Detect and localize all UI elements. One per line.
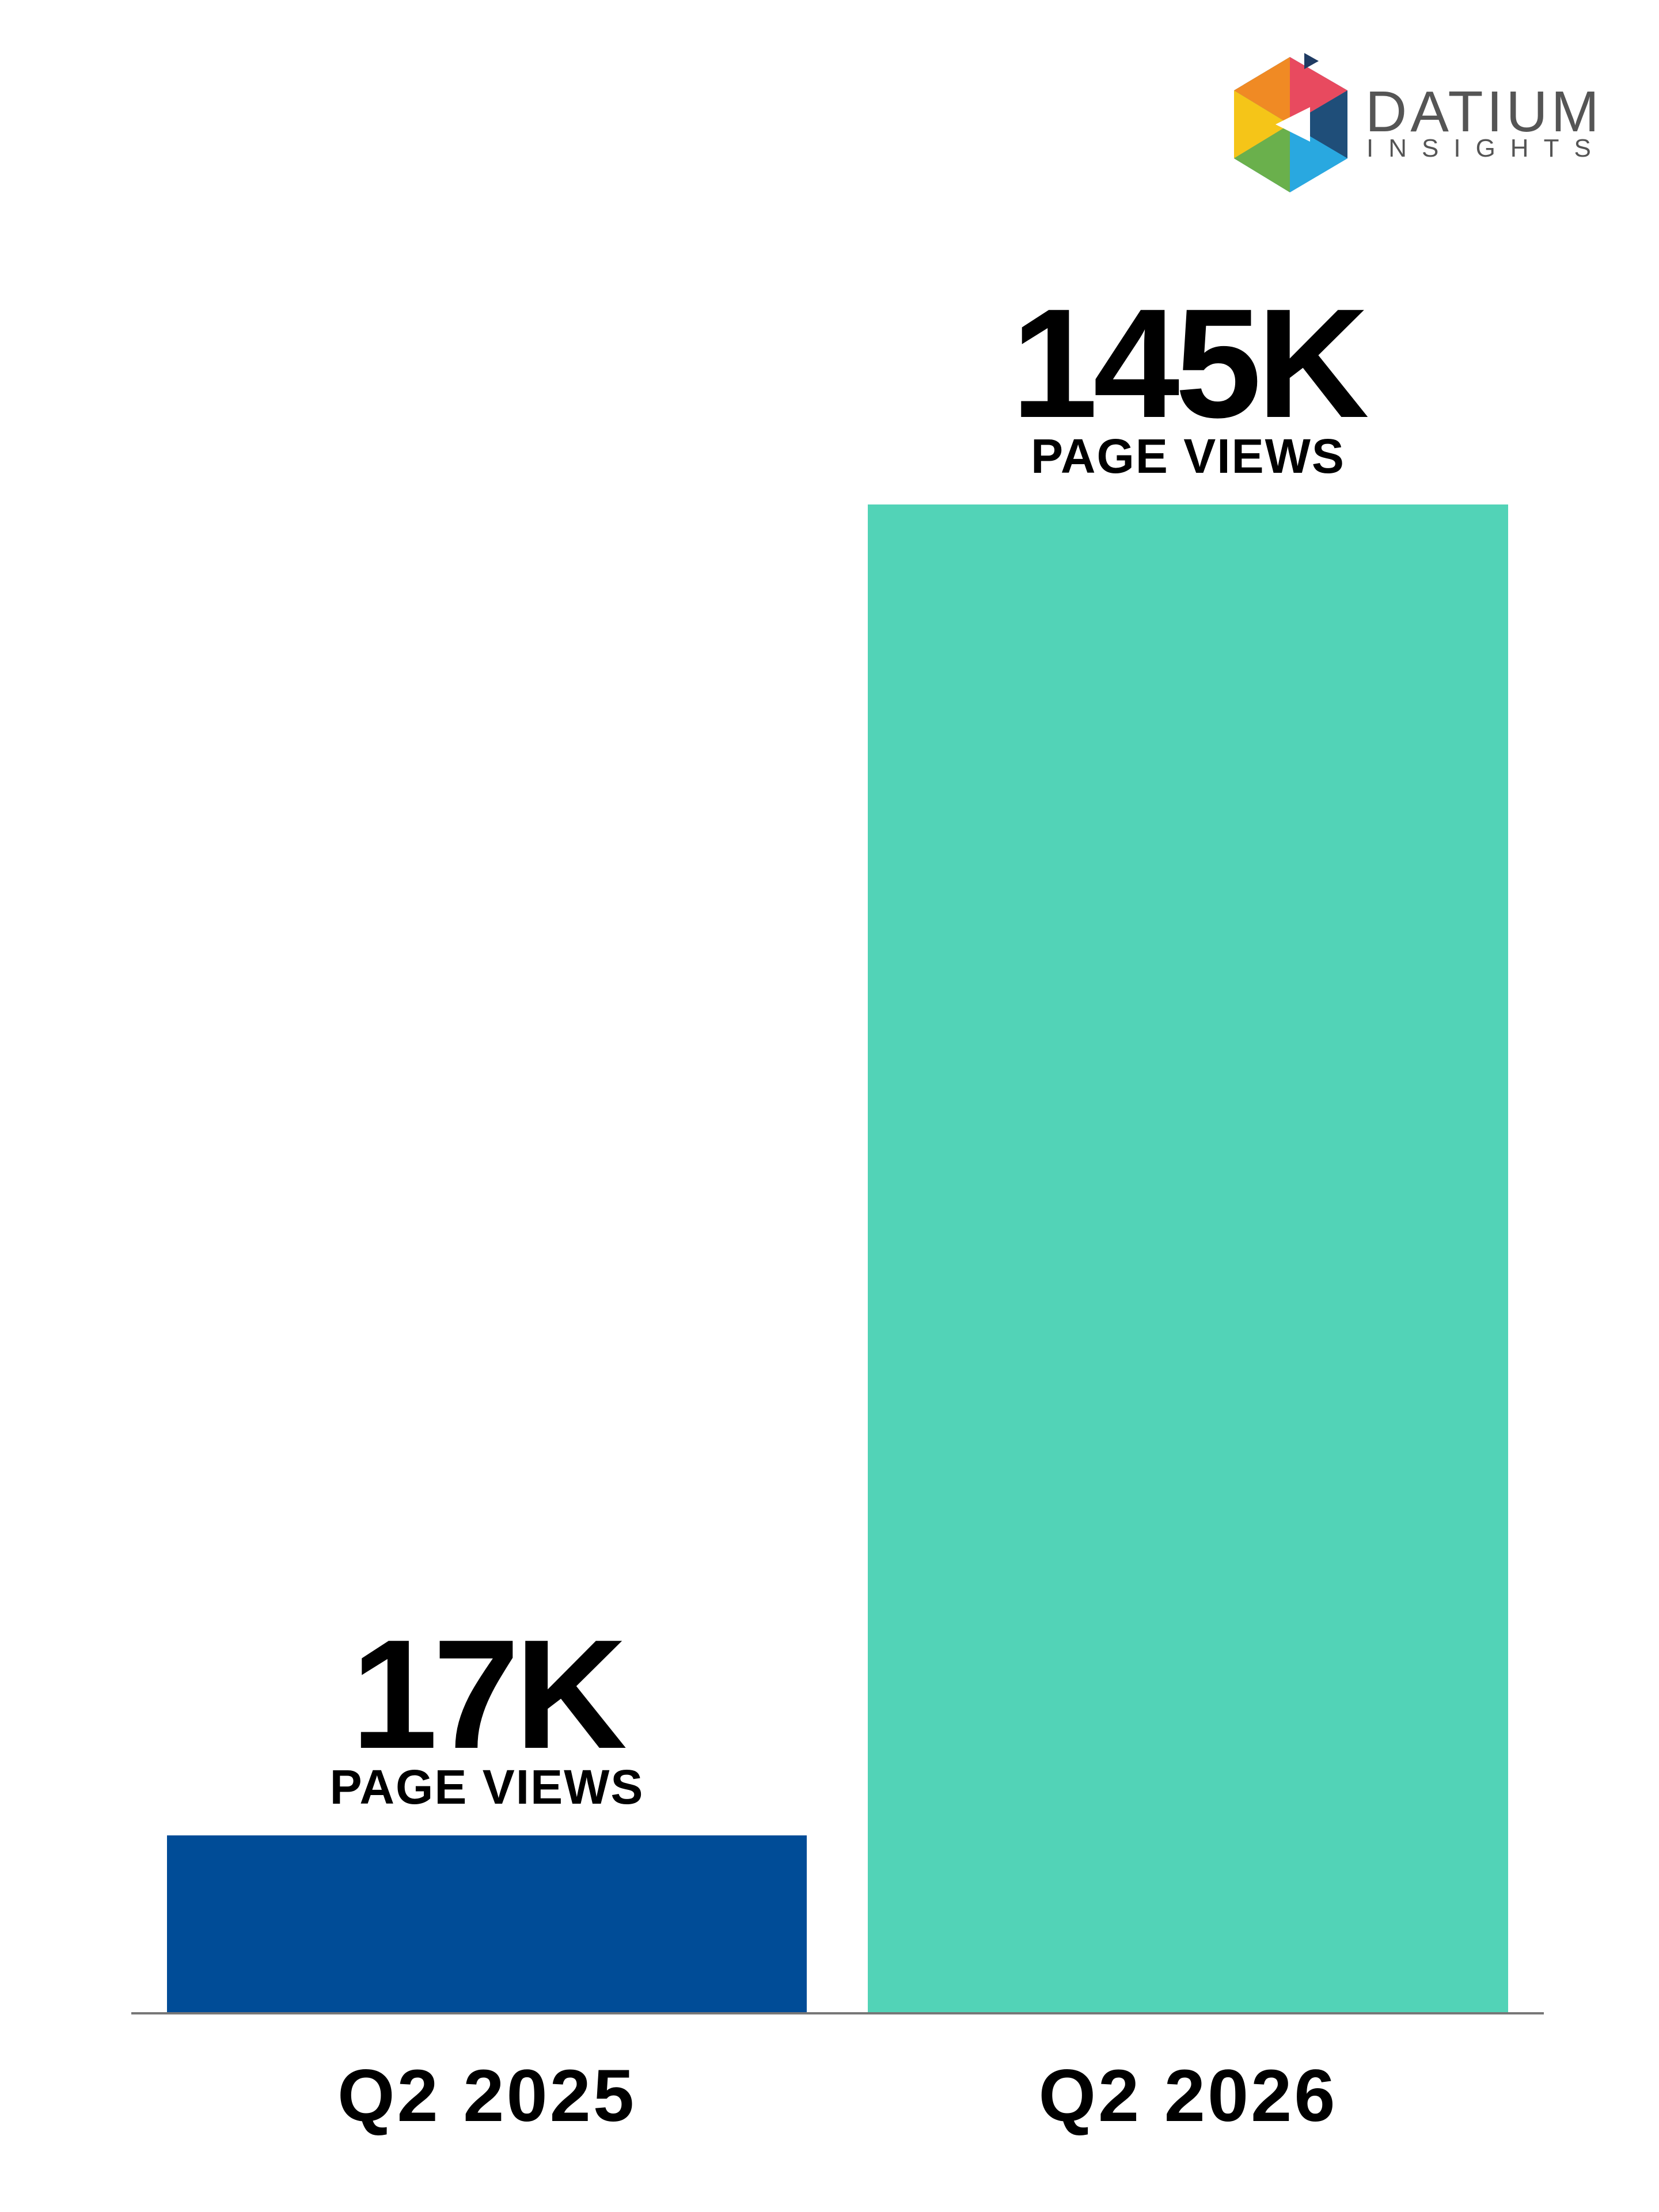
x-tick-label: Q2 2025 [337, 2055, 636, 2137]
logo-shape [1275, 107, 1310, 142]
logo-shape [1290, 90, 1347, 158]
x-tick-label: Q2 2026 [1038, 2055, 1337, 2137]
value-label: 145K [1011, 277, 1369, 450]
logo-shape [1290, 124, 1347, 192]
logo-shape [1234, 57, 1290, 124]
logo-shape [1234, 90, 1290, 158]
logo: DATIUM INSIGHTS [1234, 53, 1606, 192]
logo-shape [1290, 57, 1347, 124]
logo-shape [1304, 53, 1319, 69]
value-caption: PAGE VIEWS [330, 1760, 644, 1814]
bar [167, 1835, 807, 2012]
logo-name: DATIUM [1365, 79, 1603, 144]
logo-shape [1234, 124, 1290, 192]
logo-tagline: INSIGHTS [1366, 134, 1606, 162]
value-label: 17K [351, 1608, 627, 1781]
bar [868, 504, 1508, 2012]
value-caption: PAGE VIEWS [1031, 429, 1345, 483]
